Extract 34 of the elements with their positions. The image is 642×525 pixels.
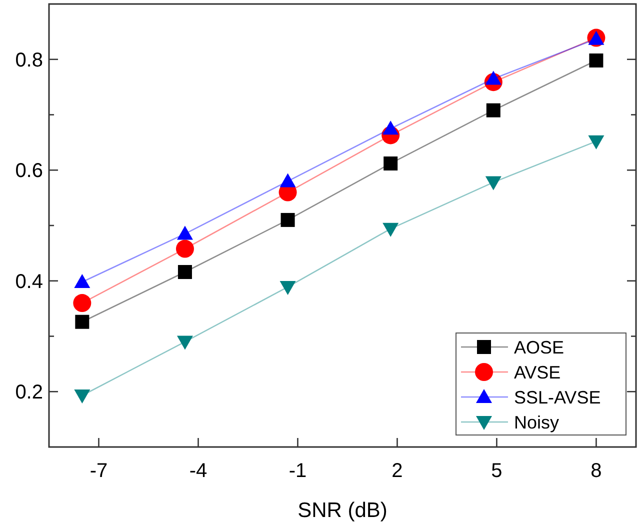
- x-tick-label: -1: [288, 460, 307, 482]
- point: [382, 222, 399, 237]
- legend-label: Noisy: [514, 412, 560, 432]
- x-tick-label: 8: [590, 460, 602, 482]
- point: [384, 156, 398, 170]
- point: [73, 294, 92, 312]
- point: [74, 274, 90, 288]
- x-tick-label: -7: [90, 460, 108, 482]
- y-tick-label: 0.4: [15, 270, 43, 293]
- point: [486, 103, 500, 118]
- legend-label: AOSE: [514, 337, 564, 358]
- point: [176, 336, 193, 350]
- point: [589, 53, 604, 68]
- point: [280, 173, 296, 188]
- x-tick-label: 2: [392, 460, 403, 482]
- y-tick-label: 0.6: [15, 160, 43, 182]
- point: [178, 265, 192, 280]
- point: [280, 212, 295, 227]
- point: [485, 70, 502, 85]
- point: [176, 226, 193, 240]
- point: [176, 240, 194, 258]
- point: [74, 390, 90, 404]
- legend-label: AVSE: [514, 362, 561, 382]
- point: [382, 120, 399, 135]
- y-tick-label: 0.8: [15, 49, 43, 72]
- point: [280, 280, 296, 295]
- point: [485, 176, 502, 190]
- legend-label: SSL-AVSE: [514, 387, 601, 408]
- y-tick-label: 0.2: [15, 382, 43, 404]
- x-axis-title: SNR (dB): [298, 499, 388, 522]
- point: [75, 314, 90, 329]
- x-tick-label: 5: [491, 460, 502, 482]
- x-tick-label: -4: [189, 460, 208, 482]
- point: [588, 135, 604, 150]
